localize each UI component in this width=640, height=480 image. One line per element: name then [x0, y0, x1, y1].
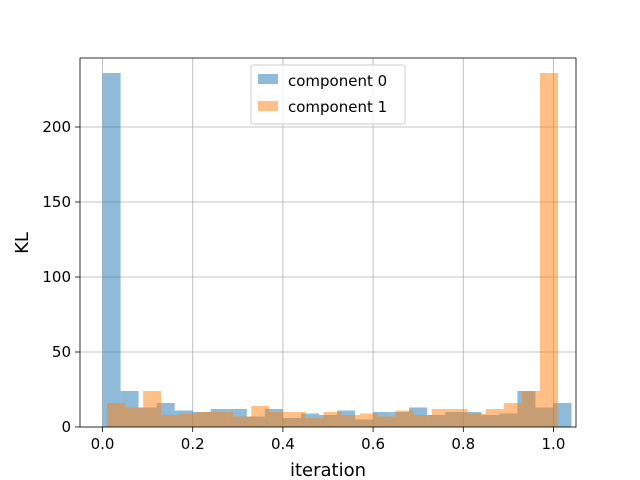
legend-swatch-component-1	[258, 101, 278, 111]
bar-component-1	[143, 391, 162, 427]
x-tick-label: 0.2	[181, 435, 205, 453]
bar-component-1	[485, 409, 504, 427]
bar-component-1	[269, 412, 288, 427]
legend-swatch-component-0	[258, 74, 278, 84]
legend-label-component-1: component 1	[288, 98, 387, 116]
bar-component-1	[251, 406, 270, 427]
x-tick-label: 0.4	[271, 435, 295, 453]
bar-component-1	[431, 409, 450, 427]
bar-component-1	[341, 415, 360, 427]
bar-component-1	[503, 403, 522, 427]
legend-label-component-0: component 0	[288, 72, 387, 90]
y-tick-label: 50	[52, 343, 71, 361]
bar-component-1	[377, 416, 396, 427]
bar-component-1	[467, 413, 486, 427]
bars	[102, 73, 572, 427]
bar-component-1	[233, 416, 252, 427]
bar-component-1	[539, 73, 558, 427]
y-tick-label: 150	[42, 193, 71, 211]
bar-component-1	[395, 410, 414, 427]
legend: component 0 component 1	[250, 64, 406, 125]
y-axis-ticks: 0 50 100 150 200	[42, 118, 80, 436]
bar-component-1	[305, 418, 324, 427]
bar-component-1	[521, 391, 540, 427]
x-axis-label: iteration	[290, 460, 366, 480]
legend-box	[250, 64, 406, 125]
bar-component-1	[323, 412, 342, 427]
x-tick-label: 0.8	[451, 435, 475, 453]
bar-component-1	[107, 403, 126, 427]
bar-component-1	[215, 412, 234, 427]
x-axis-ticks: 0.0 0.2 0.4 0.6 0.8 1.0	[91, 427, 566, 453]
bar-component-1	[125, 407, 144, 427]
x-tick-label: 1.0	[542, 435, 566, 453]
bar-component-1	[413, 415, 432, 427]
plot-frame	[79, 57, 577, 428]
bar-component-1	[449, 409, 468, 427]
x-tick-label: 0.6	[361, 435, 385, 453]
y-tick-label: 0	[61, 418, 71, 436]
bar-component-1	[161, 415, 180, 427]
bar-component-1	[197, 412, 216, 427]
y-tick-label: 100	[42, 268, 71, 286]
bar-component-1	[179, 413, 198, 427]
bar-component-0	[102, 73, 121, 427]
x-tick-label: 0.0	[91, 435, 115, 453]
y-tick-label: 200	[42, 118, 71, 136]
bar-component-1	[359, 413, 378, 427]
y-axis-label: KL	[12, 232, 33, 254]
bar-component-1	[287, 412, 306, 427]
